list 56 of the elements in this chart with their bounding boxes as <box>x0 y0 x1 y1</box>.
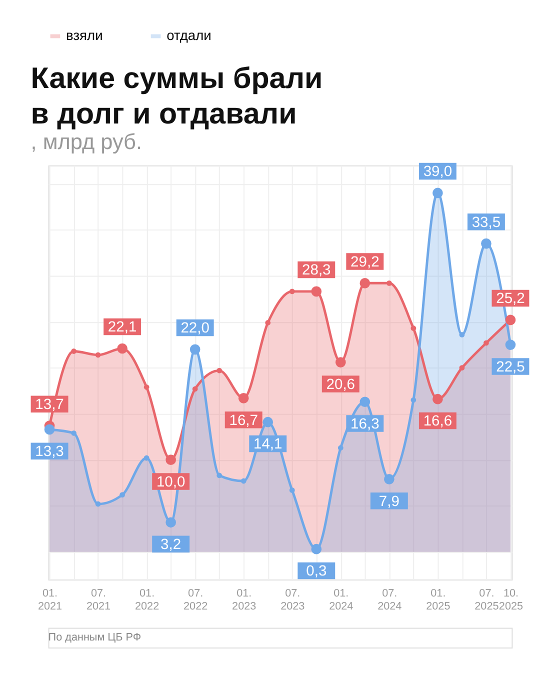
data-label: 29,2 <box>350 254 380 270</box>
point <box>144 384 150 390</box>
data-label: 7,9 <box>378 494 400 510</box>
chart-title: Какие суммы брали в долг и отдавали <box>30 62 323 130</box>
text: По данным ЦБ РФ <box>48 632 142 644</box>
point <box>216 368 222 374</box>
data-label: 13,7 <box>35 397 64 414</box>
point <box>289 288 295 294</box>
x-tick-label: 07. 2021 <box>86 588 111 613</box>
x-tick-label: 07. 2025 <box>474 588 499 613</box>
x-tick-label: 01. 2024 <box>329 588 354 613</box>
point <box>71 430 76 436</box>
data-label: 16,7 <box>229 412 258 429</box>
point <box>192 386 198 392</box>
point <box>144 455 150 461</box>
point <box>216 472 222 478</box>
data-label: 10,0 <box>156 474 186 490</box>
point <box>71 348 76 354</box>
point <box>289 488 295 493</box>
data-label: 16,3 <box>350 416 380 432</box>
legend-label: взяли <box>66 28 103 44</box>
point <box>459 332 465 338</box>
point <box>386 280 392 286</box>
x-tick-label: 01. 2023 <box>232 588 256 613</box>
point <box>265 320 271 326</box>
data-label: 22,0 <box>180 320 210 337</box>
x-tick-label: 01. 2021 <box>38 588 62 613</box>
data-label: 13,3 <box>35 444 64 460</box>
data-label: 22,5 <box>496 359 525 376</box>
point <box>95 352 101 358</box>
chart-subtitle: , млрд руб. <box>30 129 142 154</box>
data-label: 3,2 <box>160 537 182 554</box>
data-label: 20,6 <box>326 376 356 393</box>
point <box>95 501 101 507</box>
x-tick-label: 10. 2025 <box>498 588 524 613</box>
point <box>459 365 465 371</box>
data-label: 16,6 <box>423 414 452 430</box>
data-label: 28,3 <box>302 262 331 279</box>
data-label: 33,5 <box>472 214 501 231</box>
data-label: 25,2 <box>496 291 525 308</box>
legend-label: отдали <box>166 28 212 44</box>
data-label: 39,0 <box>423 164 452 180</box>
x-tick-label: 01. 2025 <box>426 588 450 613</box>
x-tick-label: 07. 2022 <box>184 588 208 613</box>
point <box>484 340 489 346</box>
x-tick-label: 07. 2024 <box>378 588 402 613</box>
point <box>120 492 126 498</box>
x-tick-label: 01. 2022 <box>135 588 160 613</box>
data-label: 0,3 <box>306 564 327 580</box>
point <box>410 397 416 403</box>
point <box>240 478 246 484</box>
data-label: 14,1 <box>253 436 282 453</box>
point <box>338 445 344 451</box>
point <box>410 326 416 331</box>
data-label: 22,1 <box>108 320 137 336</box>
x-tick-label: 07. 2023 <box>280 588 305 613</box>
